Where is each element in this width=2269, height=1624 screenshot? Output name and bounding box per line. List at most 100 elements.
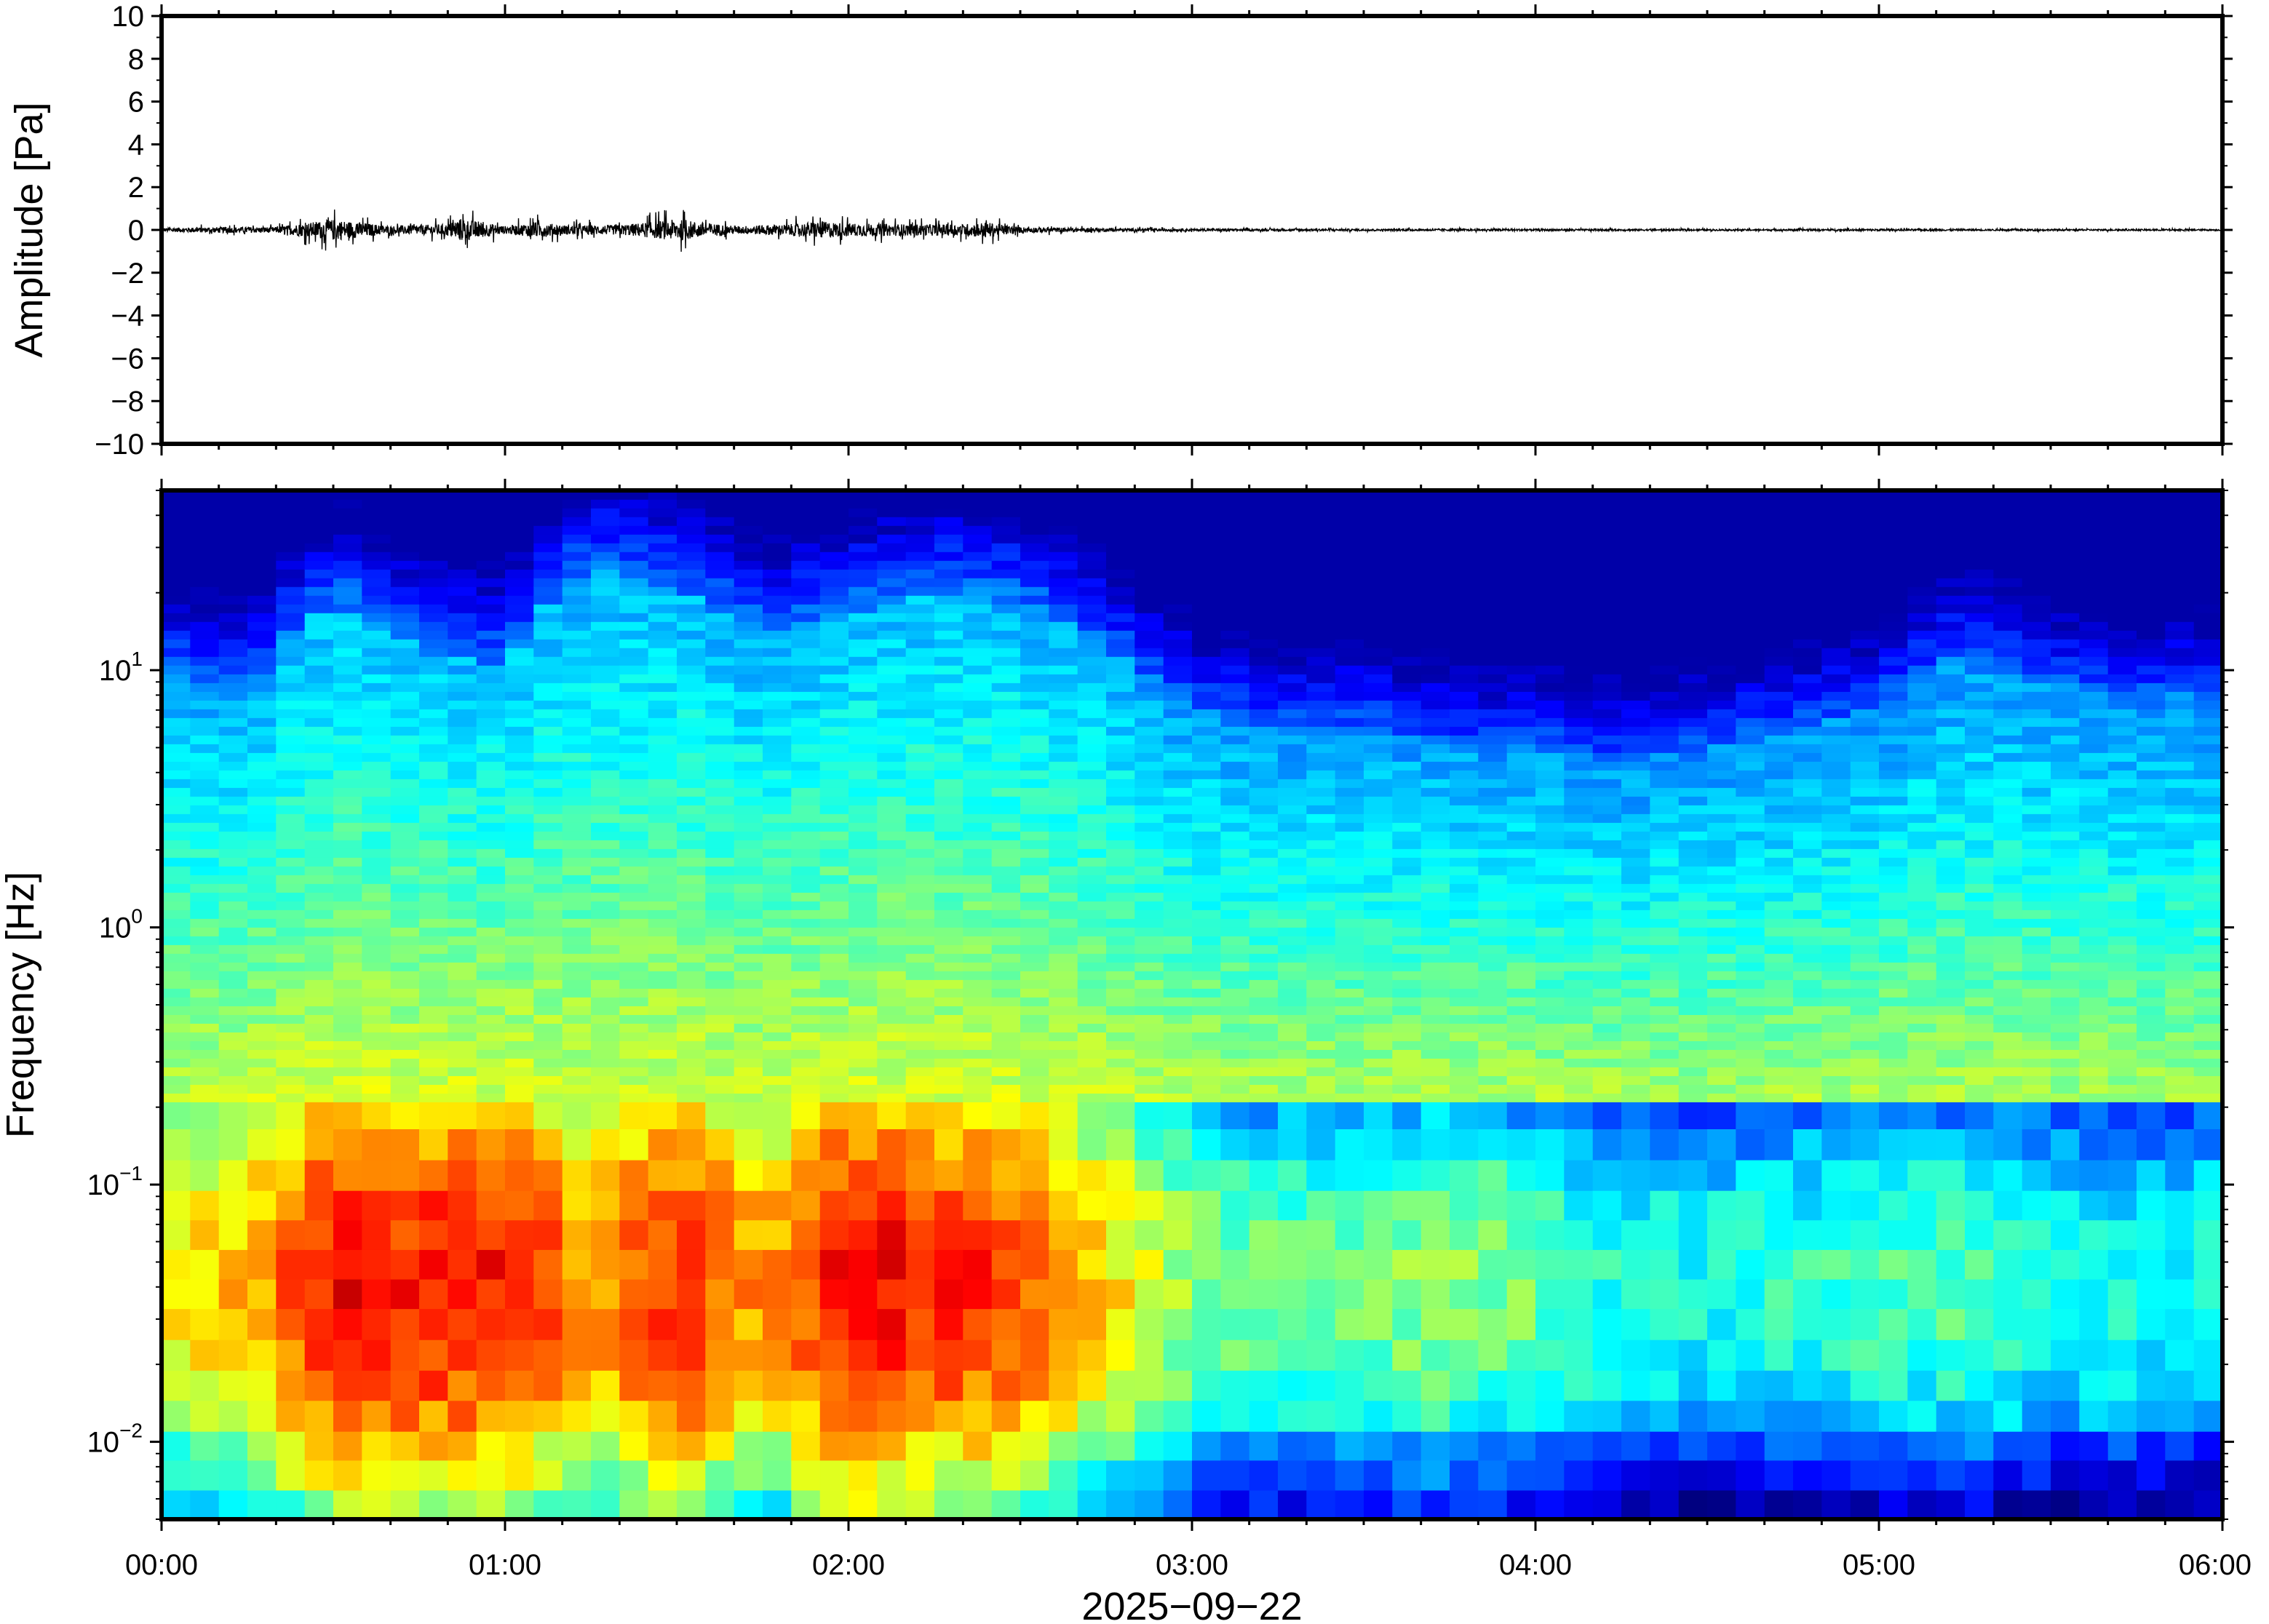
spectrogram-cell xyxy=(247,682,277,692)
spectrogram-cell xyxy=(1764,543,1794,552)
spectrogram-cell xyxy=(1478,1400,1508,1432)
spectrogram-cell xyxy=(1392,857,1422,867)
spectrogram-cell xyxy=(1278,761,1308,771)
spectrogram-cell xyxy=(763,822,792,832)
spectrogram-cell xyxy=(1678,499,1708,509)
spectrogram-cell xyxy=(1564,578,1594,587)
spectrogram-cell xyxy=(1764,953,1794,963)
spectrogram-cell xyxy=(1707,962,1737,971)
spectrogram-cell xyxy=(1450,639,1479,648)
spectrogram-cell xyxy=(1106,560,1136,570)
spectrogram-cell xyxy=(448,883,477,893)
spectrogram-cell xyxy=(390,1023,420,1032)
spectrogram-cell xyxy=(1420,857,1450,867)
spectrogram-cell xyxy=(1535,1084,1565,1094)
spectrogram-cell xyxy=(333,700,363,709)
spectrogram-cell xyxy=(333,761,363,771)
spectrogram-cell xyxy=(1306,578,1336,587)
spectrogram-cell xyxy=(448,805,477,814)
spectrogram-cell xyxy=(1049,752,1078,762)
spectrogram-cell xyxy=(1420,971,1450,980)
spectrogram-cell xyxy=(448,1308,477,1340)
spectrogram-cell xyxy=(562,490,592,500)
spectrogram-cell xyxy=(1106,1249,1136,1280)
spectrogram-cell xyxy=(362,1084,392,1094)
spectrogram-cell xyxy=(734,604,763,613)
spectrogram-cell xyxy=(591,674,621,683)
spectrogram-cell xyxy=(1650,1067,1680,1076)
spectrogram-cell xyxy=(1650,1400,1680,1432)
spectrogram-cell xyxy=(1306,1370,1336,1401)
spectrogram-cell xyxy=(1392,875,1422,884)
spectrogram-cell xyxy=(533,1040,563,1050)
spectrogram-cell xyxy=(476,857,506,867)
spectrogram-cell xyxy=(1793,866,1823,875)
spectrogram-cell xyxy=(448,1049,477,1059)
spectrogram-cell xyxy=(1506,1129,1536,1161)
spectrogram-cell xyxy=(1077,744,1107,753)
spectrogram-cell xyxy=(1506,997,1536,1006)
spectrogram-cell xyxy=(1249,508,1279,517)
spectrogram-cell xyxy=(218,1190,248,1221)
spectrogram-cell xyxy=(505,717,535,727)
spectrogram-cell xyxy=(448,744,477,753)
spectrogram-cell xyxy=(1736,779,1765,788)
spectrogram-cell xyxy=(877,1400,907,1432)
spectrogram-cell xyxy=(1049,656,1078,666)
spectrogram-cell xyxy=(218,613,248,622)
spectrogram-cell xyxy=(591,988,621,998)
spectrogram-cell xyxy=(162,525,191,535)
spectrogram-cell xyxy=(1134,1067,1164,1076)
spectrogram-cell xyxy=(648,569,677,578)
spectrogram-cell xyxy=(1020,1014,1050,1024)
spectrogram-cell xyxy=(791,1249,821,1280)
spectrogram-cell xyxy=(533,525,563,535)
spectrogram-cell xyxy=(1506,1006,1536,1015)
spectrogram-cell xyxy=(648,621,677,631)
spectrogram-cell xyxy=(1392,586,1422,596)
spectrogram-cell xyxy=(190,831,220,840)
spectrogram-cell xyxy=(1678,1058,1708,1067)
spectrogram-cell xyxy=(705,892,735,901)
spectrogram-cell xyxy=(705,630,735,640)
spectrogram-cell xyxy=(505,674,535,683)
spectrogram-cell xyxy=(763,988,792,998)
spectrogram-cell xyxy=(218,1014,248,1024)
spectrogram-cell xyxy=(190,813,220,823)
spectrogram-cell xyxy=(1450,892,1479,901)
spectrogram-cell xyxy=(1134,909,1164,919)
spectrogram-cell xyxy=(1049,726,1078,736)
spectrogram-cell xyxy=(734,674,763,683)
spectrogram-cell xyxy=(304,927,334,936)
spectrogram-cell xyxy=(448,1278,477,1310)
spectrogram-cell xyxy=(1049,674,1078,683)
spectrogram-cell xyxy=(905,979,935,989)
spectrogram-cell xyxy=(247,822,277,832)
spectrogram-cell xyxy=(1306,848,1336,858)
spectrogram-cell xyxy=(1049,499,1078,509)
spectrogram-cell xyxy=(362,613,392,622)
spectrogram-cell xyxy=(1650,586,1680,596)
spectrogram-cell xyxy=(648,586,677,596)
spectrogram-cell xyxy=(1764,744,1794,753)
spectrogram-cell xyxy=(448,927,477,936)
spectrogram-cell xyxy=(934,621,964,631)
spectrogram-cell xyxy=(819,517,849,526)
spectrogram-cell xyxy=(1020,508,1050,517)
spectrogram-cell xyxy=(304,997,334,1006)
spectrogram-cell xyxy=(1564,813,1594,823)
spectrogram-cell xyxy=(1764,787,1794,797)
spectrogram-cell xyxy=(1535,779,1565,788)
spectrogram-cell xyxy=(390,892,420,901)
spectrogram-cell xyxy=(963,508,993,517)
spectrogram-cell xyxy=(362,1400,392,1432)
spectrogram-cell xyxy=(1335,918,1364,928)
spectrogram-cell xyxy=(390,517,420,526)
spectrogram-cell xyxy=(1592,517,1622,526)
spectrogram-cell xyxy=(819,962,849,971)
spectrogram-cell xyxy=(1220,621,1250,631)
spectrogram-cell xyxy=(734,1049,763,1059)
spectrogram-cell xyxy=(362,892,392,901)
spectrogram-cell xyxy=(991,988,1021,998)
spectrogram-cell xyxy=(705,988,735,998)
